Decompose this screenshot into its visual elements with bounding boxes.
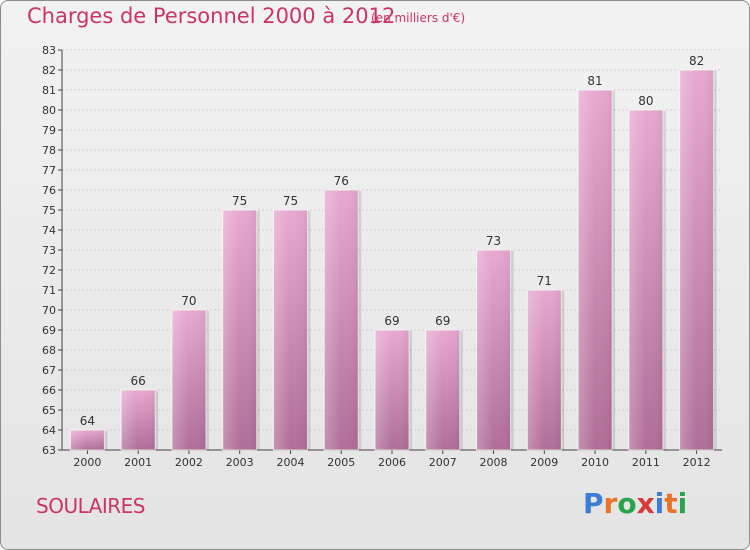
y-tick-label: 80 [42, 104, 56, 117]
bar-highlight [679, 70, 714, 450]
chart-title: Charges de Personnel 2000 à 2012 [27, 4, 396, 28]
x-tick-label: 2005 [327, 456, 355, 469]
logo-letter: o [617, 487, 637, 520]
data-label: 81 [587, 74, 602, 88]
data-label: 76 [334, 174, 349, 188]
data-label: 80 [638, 94, 653, 108]
y-tick-label: 75 [42, 204, 56, 217]
x-tick-label: 2000 [73, 456, 101, 469]
y-tick-label: 83 [42, 44, 56, 57]
x-tick-label: 2002 [175, 456, 203, 469]
y-tick-label: 64 [42, 424, 56, 437]
chart-subtitle: (en milliers d'€) [371, 11, 466, 25]
y-tick-label: 63 [42, 444, 56, 457]
bar-highlight [70, 430, 105, 450]
bar-highlight [121, 390, 156, 450]
logo-letter: x [636, 487, 655, 520]
y-tick-label: 70 [42, 304, 56, 317]
y-tick-label: 68 [42, 344, 56, 357]
x-tick-label: 2003 [226, 456, 254, 469]
bar-highlight [273, 210, 308, 450]
data-label: 82 [689, 54, 704, 68]
y-tick-label: 79 [42, 124, 56, 137]
bar-highlight [324, 190, 359, 450]
y-tick-label: 76 [42, 184, 56, 197]
data-label: 69 [384, 314, 399, 328]
x-tick-label: 2007 [429, 456, 457, 469]
x-tick-label: 2008 [480, 456, 508, 469]
x-tick-label: 2001 [124, 456, 152, 469]
bar-highlight [375, 330, 409, 450]
data-label: 73 [486, 234, 501, 248]
data-label: 64 [80, 414, 95, 428]
proxiti-logo: Proxiti [583, 487, 687, 520]
x-tick-label: 2010 [581, 456, 609, 469]
y-tick-label: 74 [42, 224, 56, 237]
x-tick-label: 2012 [683, 456, 711, 469]
y-tick-label: 67 [42, 364, 56, 377]
data-label: 69 [435, 314, 450, 328]
x-tick-label: 2011 [632, 456, 660, 469]
data-label: 71 [537, 274, 552, 288]
logo-letter: i [654, 487, 665, 520]
bar-highlight [425, 330, 460, 450]
y-tick-label: 78 [42, 144, 56, 157]
logo-letter: P [583, 487, 604, 520]
x-tick-label: 2009 [530, 456, 558, 469]
bar-highlight [527, 290, 562, 450]
bar-highlight [628, 110, 663, 450]
logo-letter: t [664, 487, 678, 520]
bar-highlight [171, 310, 206, 450]
data-label: 70 [181, 294, 196, 308]
place-name: SOULAIRES [36, 494, 146, 518]
bar-highlight [222, 210, 257, 450]
y-tick-label: 73 [42, 244, 56, 257]
data-label: 66 [131, 374, 146, 388]
data-label: 75 [232, 194, 247, 208]
x-tick-label: 2004 [276, 456, 304, 469]
y-tick-label: 72 [42, 264, 56, 277]
y-tick-label: 71 [42, 284, 56, 297]
y-tick-label: 65 [42, 404, 56, 417]
logo-letter: r [603, 487, 618, 520]
y-tick-label: 81 [42, 84, 56, 97]
y-tick-label: 66 [42, 384, 56, 397]
y-tick-label: 82 [42, 64, 56, 77]
y-tick-label: 77 [42, 164, 56, 177]
logo-letter: i [677, 487, 688, 520]
data-label: 75 [283, 194, 298, 208]
x-tick-label: 2006 [378, 456, 406, 469]
bar-highlight [578, 90, 613, 450]
y-tick-label: 69 [42, 324, 56, 337]
bar-highlight [476, 250, 511, 450]
